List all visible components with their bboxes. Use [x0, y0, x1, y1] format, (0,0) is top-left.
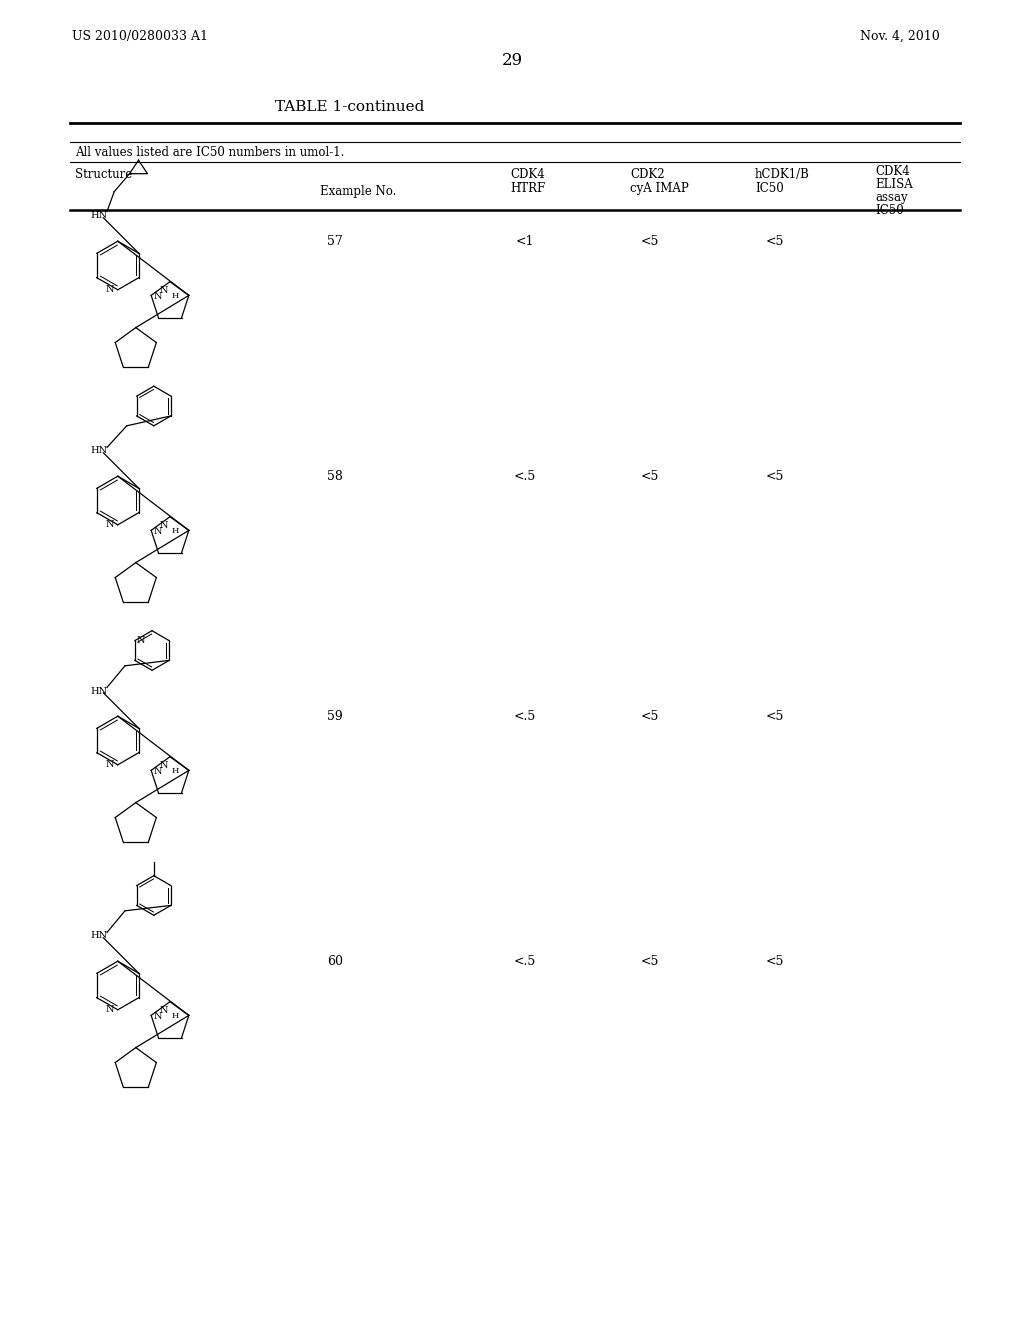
Text: cyA IMAP: cyA IMAP	[630, 182, 689, 195]
Text: CDK4: CDK4	[874, 165, 909, 178]
Text: H: H	[172, 1011, 179, 1020]
Text: N: N	[154, 527, 162, 536]
Text: 29: 29	[502, 51, 522, 69]
Text: H: H	[172, 767, 179, 775]
Text: <1: <1	[516, 235, 535, 248]
Text: <5: <5	[766, 954, 784, 968]
Text: N: N	[105, 520, 114, 529]
Text: <5: <5	[766, 470, 784, 483]
Text: 60: 60	[327, 954, 343, 968]
Text: 57: 57	[327, 235, 343, 248]
Text: N: N	[137, 636, 145, 645]
Text: N: N	[105, 285, 114, 294]
Text: N: N	[160, 520, 168, 529]
Text: HN: HN	[91, 932, 108, 940]
Text: HN: HN	[91, 686, 108, 696]
Text: CDK2: CDK2	[630, 168, 665, 181]
Text: HN: HN	[91, 446, 108, 455]
Text: <.5: <.5	[514, 710, 537, 723]
Text: hCDK1/B: hCDK1/B	[755, 168, 810, 181]
Text: assay: assay	[874, 191, 907, 205]
Text: <5: <5	[641, 954, 659, 968]
Text: IC50: IC50	[755, 182, 783, 195]
Text: H: H	[172, 527, 179, 535]
Text: ELISA: ELISA	[874, 178, 912, 191]
Text: 59: 59	[327, 710, 343, 723]
Text: <5: <5	[641, 470, 659, 483]
Text: N: N	[105, 760, 114, 770]
Text: N: N	[160, 285, 168, 294]
Text: N: N	[154, 1012, 162, 1020]
Text: US 2010/0280033 A1: US 2010/0280033 A1	[72, 30, 208, 44]
Text: Example No.: Example No.	[319, 185, 396, 198]
Text: 58: 58	[327, 470, 343, 483]
Text: N: N	[160, 1006, 168, 1015]
Text: Nov. 4, 2010: Nov. 4, 2010	[860, 30, 940, 44]
Text: <5: <5	[641, 235, 659, 248]
Text: <5: <5	[766, 710, 784, 723]
Text: N: N	[160, 760, 168, 770]
Text: HN: HN	[91, 211, 108, 220]
Text: HTRF: HTRF	[510, 182, 545, 195]
Text: N: N	[154, 767, 162, 776]
Text: N: N	[105, 1006, 114, 1014]
Text: <.5: <.5	[514, 954, 537, 968]
Text: CDK4: CDK4	[510, 168, 545, 181]
Text: <.5: <.5	[514, 470, 537, 483]
Text: Structure: Structure	[75, 168, 132, 181]
Text: H: H	[172, 292, 179, 300]
Text: TABLE 1-continued: TABLE 1-continued	[275, 100, 425, 114]
Text: All values listed are IC50 numbers in umol-1.: All values listed are IC50 numbers in um…	[75, 147, 344, 158]
Text: <5: <5	[766, 235, 784, 248]
Text: N: N	[154, 292, 162, 301]
Text: <5: <5	[641, 710, 659, 723]
Text: IC50: IC50	[874, 205, 904, 216]
